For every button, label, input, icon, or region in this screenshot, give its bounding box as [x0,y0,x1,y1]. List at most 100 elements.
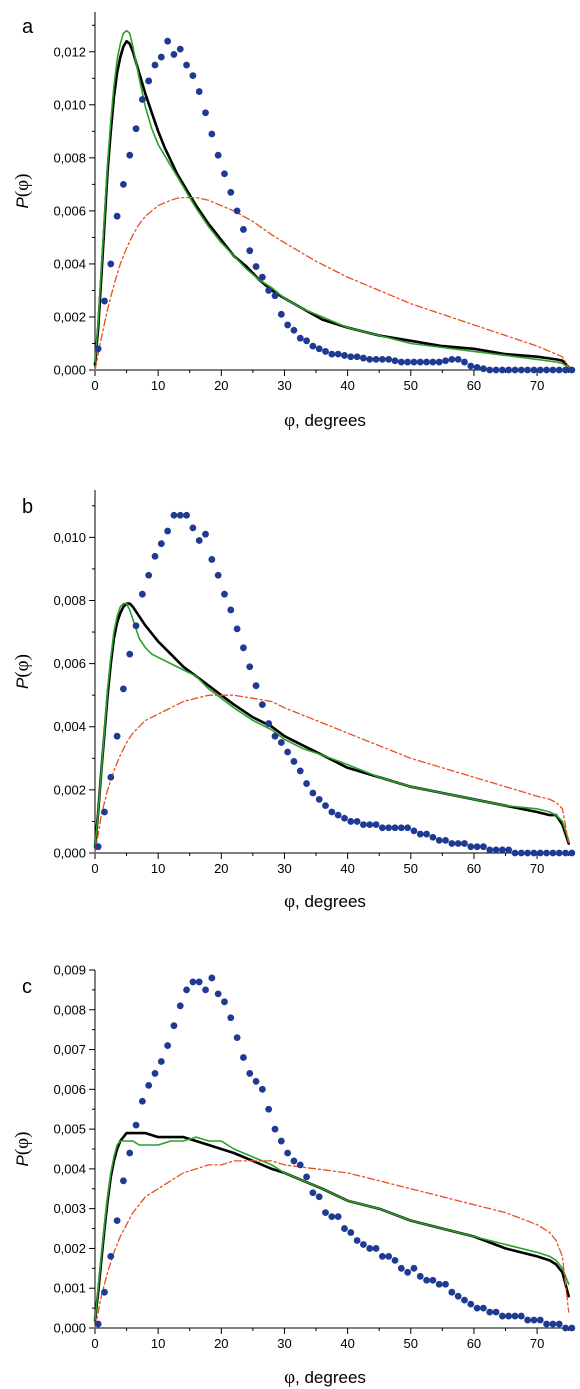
x-tick-label: 50 [404,1336,418,1351]
data-point [240,226,247,233]
data-point [429,358,437,366]
data-point [309,789,317,797]
data-point [511,1312,519,1320]
data-point [277,1137,285,1145]
data-point [391,357,399,365]
data-point [145,1081,153,1089]
y-tick-label: 0,009 [53,963,86,978]
y-axis-label-prefix: P [13,196,32,208]
data-point [176,1002,184,1010]
data-point [378,1253,386,1260]
data-point [397,358,405,366]
data-point [195,88,203,95]
data-point [195,537,203,544]
data-point [454,355,462,363]
data-point [454,1292,462,1300]
y-tick-label: 0,004 [53,719,86,734]
data-point [480,843,487,851]
data-point [145,571,153,579]
data-point [473,363,481,371]
data-point [530,849,538,857]
data-point [214,151,222,159]
data-point [315,345,323,353]
data-point [461,1296,468,1304]
data-point [126,1149,134,1157]
y-tick-label: 0,008 [53,593,86,608]
data-point [549,849,557,857]
data-point [435,836,443,844]
data-point [562,366,569,374]
y-axis-label-symbol: (φ) [12,654,33,678]
data-point [208,130,216,138]
x-tick-label: 60 [467,1336,481,1351]
data-point [183,61,190,69]
x-tick-label: 40 [340,861,354,876]
data-point [505,366,513,374]
x-tick-label: 30 [277,861,291,876]
data-point [385,824,393,832]
data-point [536,849,544,857]
data-point [189,72,197,80]
data-point [511,849,519,857]
data-point [138,1097,146,1105]
data-point [498,846,506,854]
y-tick-label: 0,000 [53,363,86,378]
data-point [397,1264,405,1272]
data-point [176,511,184,519]
data-point [202,986,209,994]
data-point [227,1014,235,1022]
data-point [549,366,557,374]
x-axis-label: φ, degrees [284,1367,366,1388]
data-point [511,366,519,374]
data-point [120,1177,127,1185]
data-point [151,61,159,69]
data-point [322,348,329,355]
data-point [454,840,462,847]
data-point [322,802,329,810]
data-point [372,355,380,363]
y-axis-label-prefix: P [13,677,32,689]
data-point [391,824,399,832]
data-point [126,151,134,159]
data-point [265,1105,273,1113]
x-tick-label: 30 [277,378,291,393]
data-point [555,849,563,857]
data-point [265,287,273,294]
data-point [423,358,430,366]
data-point [423,1276,430,1284]
x-tick-label: 0 [91,861,98,876]
data-point [555,366,563,374]
x-tick-label: 10 [151,1336,165,1351]
data-point [233,625,241,633]
y-tick-label: 0,006 [53,1082,86,1097]
data-point [208,974,216,982]
data-point [448,840,456,847]
y-tick-label: 0,012 [53,44,86,59]
data-point [120,180,127,188]
x-tick-label: 20 [214,861,228,876]
data-point [448,355,456,363]
data-point [277,739,285,746]
data-point [303,1173,310,1181]
data-point [101,808,108,816]
data-point [277,310,285,318]
data-point [467,362,475,370]
data-point [555,1320,563,1328]
x-axis-label: φ, degrees [284,410,366,431]
data-point [176,45,184,53]
data-point [360,1241,367,1248]
data-point [334,811,342,819]
x-tick-label: 10 [151,378,165,393]
data-point [505,1312,513,1320]
series-line [93,39,570,369]
data-point [138,96,146,103]
y-tick-label: 0,005 [53,1122,86,1137]
data-point [543,849,550,857]
data-point [290,326,298,334]
data-point [328,808,336,816]
y-tick-label: 0,010 [53,530,86,545]
data-point [347,1229,355,1236]
data-point [258,1085,266,1093]
data-point [372,1245,380,1252]
y-tick-label: 0,004 [53,256,86,271]
